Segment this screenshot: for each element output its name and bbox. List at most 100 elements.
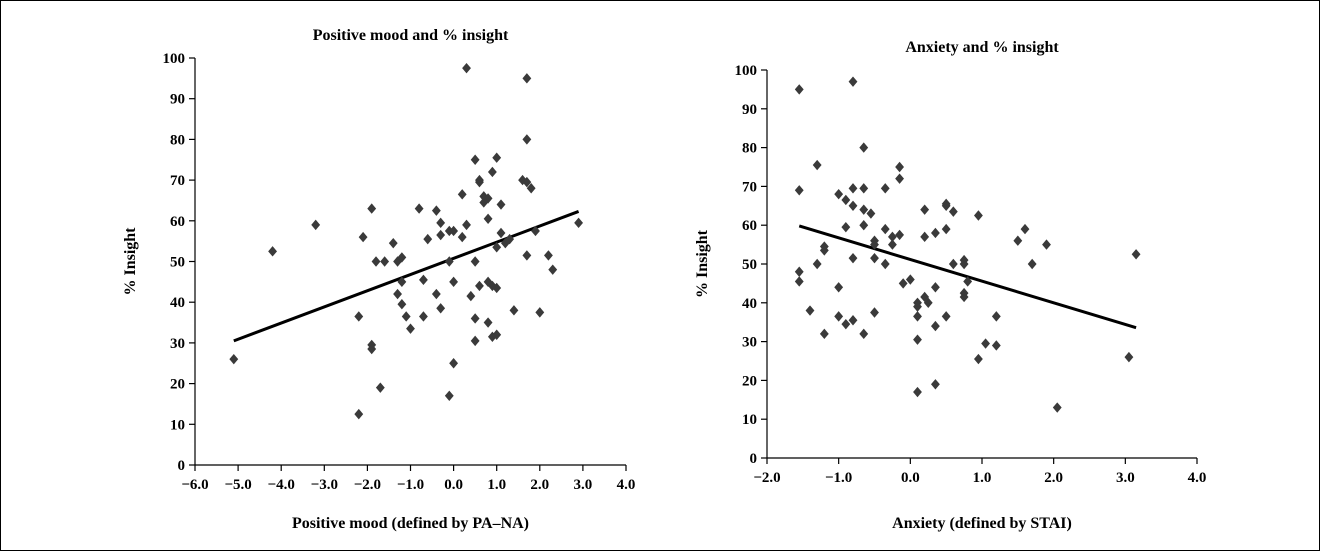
x-tick-label: −1.0	[825, 470, 852, 486]
data-point	[466, 290, 476, 302]
data-point	[483, 193, 493, 204]
data-point	[1124, 351, 1134, 363]
y-tick-label: 50	[742, 257, 757, 273]
data-point	[880, 183, 890, 194]
x-tick-label: −6.0	[181, 477, 208, 493]
data-point	[462, 62, 471, 74]
data-point	[1020, 223, 1030, 235]
data-point	[898, 278, 908, 289]
data-point	[354, 311, 364, 322]
data-point	[574, 217, 584, 229]
x-tick-label: 2.0	[1044, 470, 1063, 486]
data-point	[492, 242, 502, 253]
data-point	[1131, 249, 1141, 260]
data-point	[920, 231, 930, 243]
data-point	[470, 313, 480, 324]
data-point	[444, 256, 454, 267]
y-tick-label: 50	[170, 255, 185, 271]
data-point	[930, 282, 940, 293]
data-point	[859, 328, 869, 340]
data-point	[522, 134, 532, 145]
data-point	[431, 205, 441, 216]
data-point	[500, 237, 510, 249]
y-tick-label: 100	[735, 63, 758, 79]
data-point	[522, 176, 532, 188]
data-point	[496, 227, 506, 239]
data-point	[535, 307, 545, 318]
y-tick-label: 60	[742, 218, 757, 234]
data-point	[841, 194, 851, 206]
data-point	[526, 183, 536, 194]
x-axis-title: Anxiety (defined by STAI)	[892, 515, 1072, 532]
data-point	[941, 200, 951, 211]
x-tick-label: −2.0	[753, 470, 780, 486]
data-point	[880, 258, 890, 270]
data-point	[397, 252, 407, 263]
x-tick-label: 0.0	[901, 470, 920, 486]
data-point	[930, 320, 940, 332]
y-tick-label: 10	[742, 412, 757, 428]
data-point	[895, 173, 905, 184]
data-point	[973, 210, 983, 221]
data-point	[522, 73, 532, 84]
data-point	[959, 291, 969, 303]
data-point	[436, 229, 446, 241]
data-point	[518, 174, 527, 186]
y-tick-label: 40	[742, 296, 757, 312]
x-tick-label: 4.0	[1188, 470, 1207, 486]
data-point	[794, 266, 804, 277]
data-point	[397, 299, 407, 310]
data-point	[870, 252, 879, 264]
data-point	[848, 315, 858, 326]
y-tick-label: 20	[170, 377, 185, 393]
data-point	[522, 250, 532, 261]
data-point	[457, 231, 467, 243]
data-point	[841, 221, 851, 233]
data-point	[880, 223, 890, 235]
data-point	[479, 191, 489, 202]
data-point	[531, 225, 540, 237]
data-point	[991, 340, 1001, 351]
y-tick-label: 100	[163, 51, 186, 67]
data-point	[887, 231, 897, 243]
y-tick-label: 80	[742, 141, 757, 157]
data-point	[388, 237, 398, 249]
data-point	[819, 328, 829, 340]
data-point	[475, 280, 484, 292]
data-point	[380, 256, 390, 267]
data-point	[462, 219, 471, 231]
data-point	[895, 229, 905, 241]
data-point	[492, 152, 502, 163]
chart-2: Anxiety and % insight 0 10 20 30 40 50 60 70 80 90…	[694, 39, 1206, 532]
data-point	[920, 204, 930, 215]
data-point	[859, 220, 869, 231]
data-point	[819, 245, 829, 256]
x-tick-label: 4.0	[617, 477, 636, 493]
x-tick-label: 1.0	[487, 477, 506, 493]
data-point	[1027, 258, 1037, 270]
data-point	[834, 282, 844, 293]
data-point	[483, 276, 493, 288]
data-point	[870, 307, 879, 318]
data-point	[457, 189, 467, 200]
y-tick-label: 60	[170, 214, 185, 230]
data-point	[973, 353, 983, 365]
data-point	[475, 176, 484, 188]
data-point	[812, 159, 822, 171]
data-point	[794, 84, 804, 95]
data-point	[311, 219, 321, 231]
data-point	[866, 208, 876, 219]
data-point	[859, 142, 869, 153]
chart-title: Anxiety and % insight	[905, 39, 1059, 56]
data-point	[375, 382, 385, 393]
data-point	[794, 185, 804, 196]
x-tick-label: −1.0	[397, 477, 424, 493]
y-axis-title: % Insight	[694, 229, 711, 298]
data-point	[449, 276, 459, 288]
data-point	[991, 311, 1001, 322]
data-point	[913, 311, 922, 322]
data-point	[848, 200, 858, 211]
data-point	[505, 233, 515, 245]
trend-line	[233, 210, 580, 343]
